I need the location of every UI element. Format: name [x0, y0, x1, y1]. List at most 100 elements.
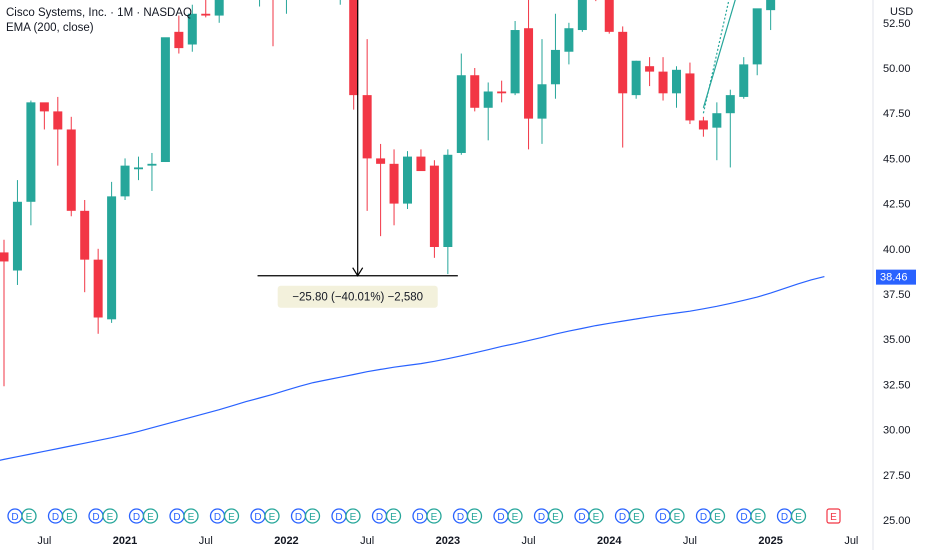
dividend-marker[interactable]: D	[290, 508, 307, 524]
candle[interactable]	[80, 199, 90, 293]
dividend-marker[interactable]: D	[331, 508, 347, 524]
earnings-marker[interactable]: E	[142, 508, 159, 524]
earnings-marker[interactable]: E	[264, 508, 280, 524]
candle[interactable]	[26, 100, 36, 226]
candle[interactable]	[174, 15, 184, 54]
candle[interactable]	[456, 53, 466, 155]
dividend-marker[interactable]: D	[655, 508, 671, 524]
candle[interactable]	[483, 82, 493, 141]
candle[interactable]	[429, 160, 439, 258]
candle[interactable]	[550, 13, 560, 99]
candle[interactable]	[201, 0, 211, 18]
candle[interactable]	[618, 26, 628, 148]
candle[interactable]	[631, 60, 641, 99]
candle[interactable]	[604, 0, 614, 34]
candle[interactable]	[66, 116, 76, 217]
dividend-marker[interactable]: D	[371, 508, 388, 524]
candle[interactable]	[443, 149, 453, 275]
earnings-marker[interactable]: E	[750, 508, 766, 524]
dividend-marker[interactable]: D	[250, 508, 266, 524]
candle[interactable]	[336, 0, 345, 5]
dividend-marker[interactable]: D	[7, 508, 23, 524]
earnings-marker[interactable]: E	[102, 508, 118, 524]
candle[interactable]	[685, 62, 695, 125]
candle[interactable]	[255, 0, 264, 7]
earnings-marker[interactable]: E	[304, 508, 321, 524]
dividend-marker[interactable]: D	[614, 508, 631, 524]
earnings-marker[interactable]: E	[466, 508, 483, 524]
earnings-marker[interactable]: E	[547, 508, 564, 524]
dividend-marker[interactable]: D	[533, 508, 550, 524]
earnings-marker[interactable]: E	[426, 508, 442, 524]
candle[interactable]	[712, 102, 722, 161]
dividend-marker[interactable]: D	[412, 508, 428, 524]
candle[interactable]	[537, 39, 547, 144]
currency-label[interactable]: USD	[890, 6, 914, 18]
earnings-marker[interactable]: E	[790, 508, 807, 524]
earnings-marker[interactable]: E	[345, 508, 361, 524]
candle[interactable]	[349, 0, 359, 110]
dividend-marker[interactable]: D	[574, 508, 590, 524]
candle[interactable]	[645, 57, 655, 87]
earnings-marker[interactable]: E	[588, 508, 604, 524]
candle[interactable]	[214, 0, 224, 23]
candle[interactable]	[187, 4, 197, 52]
dividend-marker[interactable]: D	[128, 508, 145, 524]
candle[interactable]	[269, 0, 278, 47]
candle[interactable]	[93, 248, 103, 334]
earnings-marker[interactable]: E	[507, 508, 523, 524]
upcoming-earnings-marker[interactable]: E	[826, 508, 841, 524]
trend-line-dotted[interactable]	[702, 0, 784, 114]
earnings-marker[interactable]: E	[61, 508, 78, 524]
candle[interactable]	[591, 0, 600, 2]
candle[interactable]	[766, 0, 776, 31]
candle[interactable]	[376, 143, 386, 237]
symbol-title[interactable]: Cisco Systems, Inc. · 1M · NASDAQ	[6, 7, 192, 19]
candle[interactable]	[752, 8, 762, 76]
earnings-marker[interactable]: E	[223, 508, 240, 524]
dividend-marker[interactable]: D	[452, 508, 469, 524]
earnings-marker[interactable]: E	[709, 508, 726, 524]
candle[interactable]	[510, 20, 520, 96]
candle[interactable]	[120, 158, 130, 200]
candle[interactable]	[147, 152, 157, 191]
time-axis[interactable]: Jul 2021 Jul 2022 Jul 2023 Jul 2024 Jul 2025 Jul	[37, 535, 858, 547]
candle[interactable]	[725, 89, 735, 168]
earnings-marker[interactable]: E	[628, 508, 645, 524]
candle[interactable]	[497, 80, 507, 103]
candle[interactable]	[160, 37, 170, 163]
candle[interactable]	[389, 149, 399, 226]
candle[interactable]	[672, 66, 681, 108]
candle[interactable]	[0, 239, 9, 387]
candle[interactable]	[739, 57, 749, 99]
dividend-marker[interactable]: D	[209, 508, 226, 524]
candle[interactable]	[698, 116, 708, 137]
dividend-marker[interactable]: D	[736, 508, 752, 524]
candle[interactable]	[577, 0, 587, 32]
candle[interactable]	[658, 57, 668, 101]
candle[interactable]	[416, 149, 426, 172]
trend-line[interactable]	[702, 0, 800, 108]
earnings-marker[interactable]: E	[183, 508, 199, 524]
candle[interactable]	[564, 22, 574, 65]
candle[interactable]	[134, 156, 143, 181]
indicator-title[interactable]: EMA (200, close)	[6, 22, 94, 34]
candle[interactable]	[39, 102, 49, 130]
candle[interactable]	[12, 180, 22, 285]
candle[interactable]	[403, 151, 412, 210]
dividend-marker[interactable]: D	[493, 508, 509, 524]
candle[interactable]	[362, 39, 372, 211]
dividend-marker[interactable]: D	[695, 508, 712, 524]
candle[interactable]	[524, 0, 534, 150]
earnings-marker[interactable]: E	[669, 508, 685, 524]
earnings-marker[interactable]: E	[385, 508, 402, 524]
candle[interactable]	[282, 0, 291, 14]
price-axis[interactable]: 25.00 27.50 30.00 32.50 35.00 37.50 40.00 42.50…	[883, 0, 911, 527]
candle[interactable]	[470, 68, 480, 112]
candle[interactable]	[107, 181, 117, 323]
dividend-marker[interactable]: D	[88, 508, 104, 524]
earnings-marker[interactable]: E	[21, 508, 37, 524]
dividend-marker[interactable]: D	[169, 508, 185, 524]
candle[interactable]	[53, 96, 63, 166]
